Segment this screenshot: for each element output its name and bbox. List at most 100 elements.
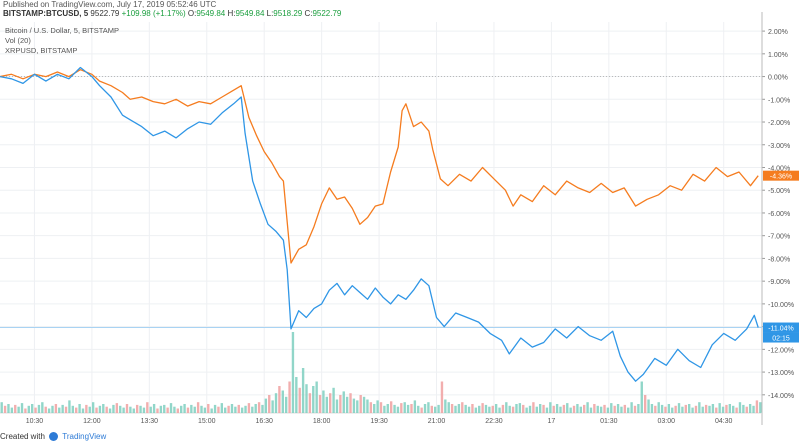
y-tick-label: -14.00% — [768, 393, 794, 400]
volume-bar — [17, 406, 20, 413]
volume-bar — [420, 407, 423, 413]
tradingview-brand[interactable]: TradingView — [62, 432, 107, 441]
volume-bar — [366, 399, 369, 413]
legend-volume[interactable]: Vol (20) — [5, 36, 31, 45]
volume-bar — [186, 407, 190, 413]
volume-bar — [400, 403, 403, 413]
volume-bar — [664, 406, 667, 413]
volume-bar — [264, 398, 268, 413]
volume-bar — [637, 404, 640, 413]
y-tick-label: -2.00% — [768, 120, 790, 127]
volume-bar — [122, 407, 125, 413]
x-tick-label: 12:00 — [83, 418, 101, 425]
volume-bar — [389, 401, 393, 413]
volume-bar — [538, 404, 542, 413]
volume-bar — [10, 407, 14, 413]
volume-bar — [674, 405, 677, 413]
volume-bar — [450, 404, 454, 413]
chart-area[interactable]: 2.00% 1.00% 0.00% -1.00% -2.00% -3.00% -4.00% -… — [0, 0, 800, 432]
volume-bar — [342, 391, 345, 413]
volume-bar — [356, 400, 359, 413]
volume-bar — [227, 405, 230, 413]
volume-bar — [657, 402, 660, 413]
volume-bar — [217, 406, 220, 413]
volume-bar — [518, 403, 522, 413]
volume-bar — [152, 404, 156, 413]
volume-bar — [505, 402, 508, 413]
volume-bar — [142, 407, 146, 413]
btc-series-line — [0, 69, 759, 264]
volume-bar — [579, 406, 583, 413]
volume-bar — [488, 406, 491, 413]
volume-bar — [684, 404, 687, 413]
volume-bar — [156, 408, 159, 413]
volume-bar — [81, 408, 85, 413]
volume-bar — [708, 405, 711, 413]
volume-bar — [464, 404, 467, 413]
volume-bar — [752, 405, 755, 413]
volume-bar — [484, 404, 488, 413]
volume-bar — [467, 406, 471, 413]
volume-bar — [220, 403, 224, 413]
x-tick-label: 22:30 — [485, 418, 503, 425]
volume-bar — [471, 404, 474, 413]
volume-bar — [176, 408, 179, 413]
volume-bar — [423, 404, 427, 413]
y-tick-label: 2.00% — [768, 29, 788, 36]
volume-bar — [742, 404, 745, 413]
x-tick-label: 03:00 — [658, 418, 676, 425]
volume-bar — [91, 402, 95, 413]
volume-bar — [68, 400, 71, 413]
volume-bar — [586, 402, 589, 413]
btc-last-label: -4.36% — [770, 174, 792, 181]
volume-bar — [240, 407, 244, 413]
volume-bar — [738, 402, 742, 413]
volume-bar — [474, 407, 478, 413]
legend-btc[interactable]: Bitcoin / U.S. Dollar, 5, BITSTAMP — [5, 26, 120, 35]
open-value: 9549.84 — [196, 9, 226, 18]
volume-bar — [329, 393, 332, 413]
volume-bar — [376, 400, 379, 413]
y-tick-label: -4.00% — [768, 165, 790, 172]
volume-bar — [325, 396, 329, 413]
created-with-text: Created with — [0, 432, 45, 441]
volume-bar — [566, 403, 569, 413]
volume-bar — [406, 404, 410, 413]
volume-bar — [146, 402, 149, 413]
volume-bar — [64, 406, 68, 413]
volume-bar — [3, 405, 7, 413]
price-change: +109.98 (+1.17%) — [121, 9, 186, 18]
close-value: 9522.79 — [312, 9, 342, 18]
volume-bar — [14, 404, 17, 413]
y-tick-label: -3.00% — [768, 143, 790, 150]
volume-bar — [163, 404, 166, 413]
volume-bar — [589, 407, 593, 413]
volume-bar — [322, 390, 325, 413]
volume-bar — [603, 404, 606, 413]
volume-bar — [108, 408, 112, 413]
y-tick-label: -10.00% — [768, 302, 794, 309]
volume-bar — [494, 404, 498, 413]
volume-bar — [373, 404, 376, 413]
volume-bar — [179, 405, 183, 413]
volume-bar — [207, 404, 210, 413]
x-tick-label: 19:30 — [370, 418, 388, 425]
volume-bar — [51, 405, 54, 413]
volume-bar — [125, 404, 129, 413]
volume-bar — [34, 407, 37, 413]
volume-bar — [711, 404, 715, 413]
footer: Created with TradingView — [0, 432, 800, 445]
volume-bar — [58, 407, 61, 413]
volume-bar — [643, 395, 647, 413]
volume-bar — [606, 407, 610, 413]
volume-bar — [478, 405, 481, 413]
volume-bar — [237, 404, 240, 413]
volume-bar — [444, 399, 447, 413]
volume-bar — [732, 405, 735, 413]
volume-bar — [345, 396, 349, 413]
volume-bar — [596, 405, 599, 413]
y-tick-label: -12.00% — [768, 347, 794, 354]
legend-xrp[interactable]: XRPUSD, BITSTAMP — [5, 46, 78, 55]
volume-bar — [718, 403, 721, 413]
y-tick-label: -13.00% — [768, 370, 794, 377]
